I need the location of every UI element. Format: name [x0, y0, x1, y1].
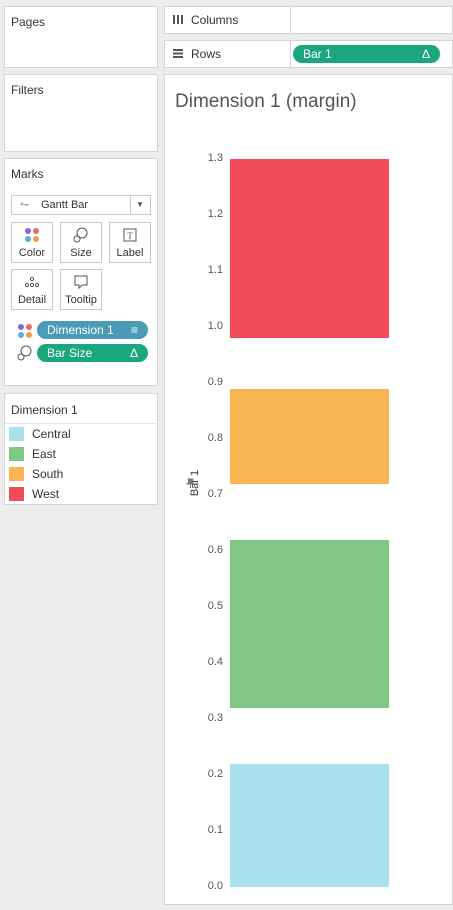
bar-central[interactable] [230, 763, 389, 887]
tooltip-icon [61, 274, 101, 293]
y-tick-label: 0.9 [207, 376, 223, 388]
detail-icon [12, 274, 52, 293]
y-tick-label: 0.6 [207, 544, 223, 556]
bar-size-pill[interactable]: Bar Size Δ [37, 344, 148, 362]
pages-title: Pages [11, 15, 46, 29]
y-tick-label: 0.1 [207, 824, 223, 836]
detail-button[interactable]: Detail [11, 269, 53, 310]
size-button[interactable]: Size [60, 222, 102, 263]
color-legend: Dimension 1 Central East South West [4, 393, 158, 505]
legend-swatch [9, 447, 24, 461]
y-tick-label: 0.2 [207, 768, 223, 780]
y-tick-label: 0.0 [207, 880, 223, 892]
gantt-icon: ⥊ [20, 198, 29, 210]
y-tick-label: 0.5 [207, 600, 223, 612]
y-tick-label: 1.3 [207, 152, 223, 164]
detail-label: Detail [17, 294, 47, 306]
y-axis[interactable]: Bar 1 [164, 140, 224, 900]
legend-swatch [9, 467, 24, 481]
color-label: Color [18, 247, 46, 259]
y-tick-label: 0.3 [207, 712, 223, 724]
legend-title: Dimension 1 [11, 403, 78, 417]
pin-icon [185, 476, 196, 494]
y-tick-label: 0.4 [207, 656, 223, 668]
pill-label: Bar 1 [303, 47, 332, 61]
legend-separator [5, 423, 157, 424]
color-icon [12, 227, 52, 246]
size-icon [61, 227, 101, 246]
legend-label: West [32, 487, 60, 501]
y-tick-label: 1.1 [207, 264, 223, 276]
y-tick-label: 0.7 [207, 488, 223, 500]
rows-shelf[interactable]: Rows Bar 1 Δ [164, 40, 453, 68]
pages-panel: Pages [4, 6, 158, 68]
legend-swatch [9, 487, 24, 501]
dimension-1-color-pill[interactable]: Dimension 1 ≡ [37, 321, 148, 339]
size-encoding-icon [17, 345, 33, 366]
color-button[interactable]: Color [11, 222, 53, 263]
bar-west[interactable] [230, 159, 389, 339]
pill-label: Dimension 1 [47, 323, 114, 337]
delta-icon: Δ [421, 47, 430, 61]
columns-shelf[interactable]: Columns [164, 6, 453, 34]
view-title: Dimension 1 (margin) [175, 91, 357, 112]
color-encoding-icon [17, 323, 33, 344]
pill-label: Bar Size [47, 346, 93, 360]
legend-swatch [9, 427, 24, 441]
tooltip-label: Tooltip [65, 294, 97, 306]
marks-title: Marks [11, 167, 44, 181]
shelf-divider [290, 41, 291, 67]
delta-icon: Δ [129, 346, 138, 360]
legend-label: Central [32, 427, 71, 441]
rows-label: Rows [191, 47, 222, 61]
y-tick-label: 1.2 [207, 208, 223, 220]
mark-type-label: Gantt Bar [41, 199, 89, 211]
marks-panel: Marks ⥊ Gantt Bar ▼ Color Size T Label D… [4, 158, 158, 386]
size-label: Size [70, 247, 92, 259]
legend-label: South [32, 467, 64, 481]
chevron-down-icon: ▼ [130, 196, 149, 214]
label-icon: T [110, 227, 150, 246]
filters-title: Filters [11, 83, 44, 97]
bar-south[interactable] [230, 388, 389, 484]
y-tick-label: 0.8 [207, 432, 223, 444]
tooltip-button[interactable]: Tooltip [60, 269, 102, 310]
svg-text:T: T [127, 231, 133, 241]
rows-icon [172, 47, 184, 62]
label-button[interactable]: T Label [109, 222, 151, 263]
y-tick-label: 1.0 [207, 320, 223, 332]
filters-panel[interactable]: Filters [4, 74, 158, 152]
bar-1-row-pill[interactable]: Bar 1 Δ [293, 45, 440, 63]
bar-east[interactable] [230, 539, 389, 708]
mark-type-dropdown[interactable]: ⥊ Gantt Bar ▼ [11, 195, 151, 215]
columns-label: Columns [191, 13, 239, 27]
label-label: Label [116, 247, 144, 259]
shelf-divider [290, 7, 291, 33]
view-canvas: Dimension 1 (margin) [164, 74, 453, 905]
legend-label: East [32, 447, 57, 461]
sort-icon: ≡ [130, 323, 138, 337]
columns-icon [172, 13, 184, 28]
